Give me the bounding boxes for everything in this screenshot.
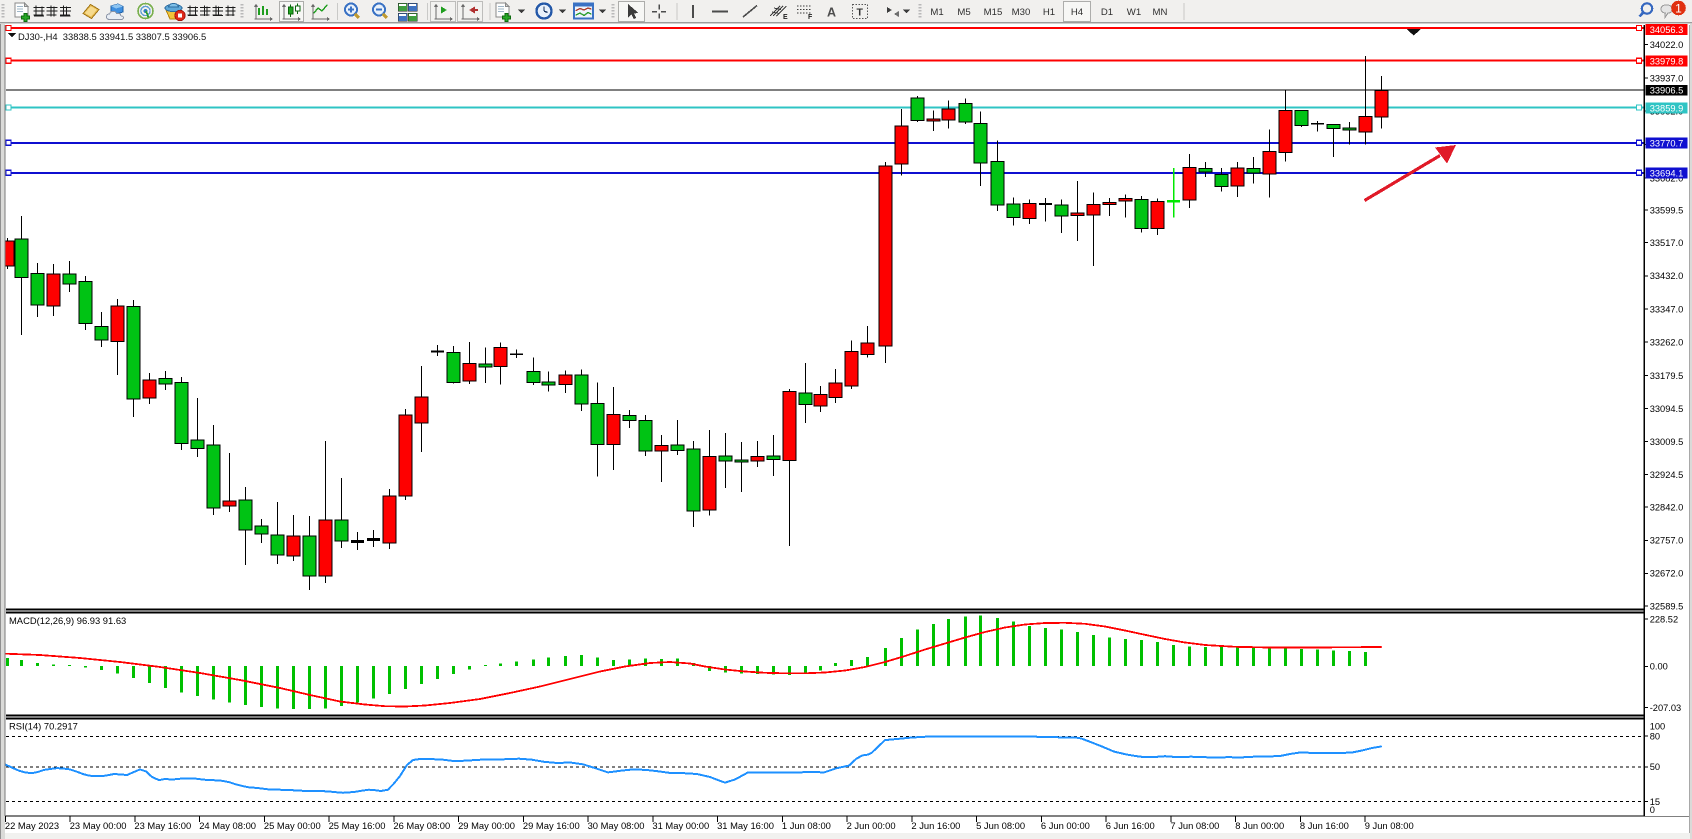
svg-text:-207.03: -207.03	[1650, 703, 1682, 713]
svg-text:2 Jun 00:00: 2 Jun 00:00	[847, 820, 896, 831]
svg-text:MACD(12,26,9) 96.93 91.63: MACD(12,26,9) 96.93 91.63	[9, 615, 126, 626]
svg-text:31 May 00:00: 31 May 00:00	[652, 820, 709, 831]
svg-text:F: F	[808, 14, 813, 21]
svg-text:5 Jun 08:00: 5 Jun 08:00	[976, 820, 1025, 831]
svg-text:33179.5: 33179.5	[1650, 371, 1684, 381]
svg-text:33599.5: 33599.5	[1650, 206, 1684, 216]
svg-text:32842.0: 32842.0	[1650, 502, 1684, 512]
svg-text:34056.3: 34056.3	[1650, 25, 1684, 35]
svg-text:E: E	[783, 14, 788, 21]
svg-text:7 Jun 08:00: 7 Jun 08:00	[1170, 820, 1219, 831]
svg-text:29 May 16:00: 29 May 16:00	[523, 820, 580, 831]
svg-text:8 Jun 16:00: 8 Jun 16:00	[1300, 820, 1349, 831]
svg-text:M15: M15	[984, 7, 1003, 18]
svg-text:33347.0: 33347.0	[1650, 305, 1684, 315]
svg-text:33937.0: 33937.0	[1650, 73, 1684, 83]
svg-text:100: 100	[1650, 721, 1666, 731]
svg-text:0.00: 0.00	[1650, 662, 1668, 672]
svg-text:33979.8: 33979.8	[1650, 56, 1684, 66]
svg-text:33094.5: 33094.5	[1650, 404, 1684, 414]
svg-text:32757.0: 32757.0	[1650, 536, 1684, 546]
svg-text:23 May 00:00: 23 May 00:00	[70, 820, 127, 831]
svg-text:2 Jun 16:00: 2 Jun 16:00	[911, 820, 960, 831]
svg-text:33770.7: 33770.7	[1650, 138, 1684, 148]
svg-text:A: A	[827, 6, 836, 20]
svg-text:M5: M5	[957, 7, 970, 18]
svg-text:228.52: 228.52	[1650, 614, 1678, 624]
svg-text:0: 0	[1650, 805, 1655, 815]
svg-text:6 Jun 00:00: 6 Jun 00:00	[1041, 820, 1090, 831]
svg-text:D1: D1	[1101, 7, 1113, 18]
svg-text:25 May 16:00: 25 May 16:00	[329, 820, 386, 831]
svg-text:1: 1	[1675, 1, 1682, 15]
svg-text:33517.0: 33517.0	[1650, 238, 1684, 248]
svg-text:33859.9: 33859.9	[1650, 103, 1684, 113]
svg-text:T: T	[857, 7, 864, 19]
svg-text:15: 15	[1650, 797, 1660, 807]
svg-text:50: 50	[1650, 762, 1660, 772]
svg-text:W1: W1	[1127, 7, 1141, 18]
svg-text:32924.5: 32924.5	[1650, 470, 1684, 480]
svg-text:DJ30-,H4 33838.5 33941.5 3380: DJ30-,H4 33838.5 33941.5 33807.5 33906.5	[18, 31, 206, 42]
svg-text:M30: M30	[1012, 7, 1031, 18]
svg-text:31 May 16:00: 31 May 16:00	[717, 820, 774, 831]
svg-text:24 May 08:00: 24 May 08:00	[199, 820, 256, 831]
svg-text:H1: H1	[1043, 7, 1055, 18]
svg-text:22 May 2023: 22 May 2023	[5, 820, 59, 831]
svg-text:RSI(14) 70.2917: RSI(14) 70.2917	[9, 721, 78, 732]
svg-text:H4: H4	[1071, 7, 1084, 18]
svg-text:23 May 16:00: 23 May 16:00	[134, 820, 191, 831]
svg-text:33432.0: 33432.0	[1650, 271, 1684, 281]
svg-text:33009.5: 33009.5	[1650, 437, 1684, 447]
svg-text:8 Jun 00:00: 8 Jun 00:00	[1235, 820, 1284, 831]
svg-text:34022.0: 34022.0	[1650, 40, 1684, 50]
svg-text:M1: M1	[930, 7, 943, 18]
svg-text:1 Jun 08:00: 1 Jun 08:00	[782, 820, 831, 831]
svg-text:26 May 08:00: 26 May 08:00	[393, 820, 450, 831]
svg-text:32672.0: 32672.0	[1650, 569, 1684, 579]
svg-text:MN: MN	[1153, 7, 1168, 18]
svg-text:30 May 08:00: 30 May 08:00	[588, 820, 645, 831]
svg-text:32589.5: 32589.5	[1650, 602, 1684, 612]
svg-text:29 May 00:00: 29 May 00:00	[458, 820, 515, 831]
svg-text:9 Jun 08:00: 9 Jun 08:00	[1365, 820, 1414, 831]
svg-text:25 May 00:00: 25 May 00:00	[264, 820, 321, 831]
svg-text:33262.0: 33262.0	[1650, 338, 1684, 348]
svg-text:33906.5: 33906.5	[1650, 86, 1684, 96]
svg-text:80: 80	[1650, 731, 1660, 741]
svg-text:33694.1: 33694.1	[1650, 168, 1684, 178]
svg-text:6 Jun 16:00: 6 Jun 16:00	[1106, 820, 1155, 831]
